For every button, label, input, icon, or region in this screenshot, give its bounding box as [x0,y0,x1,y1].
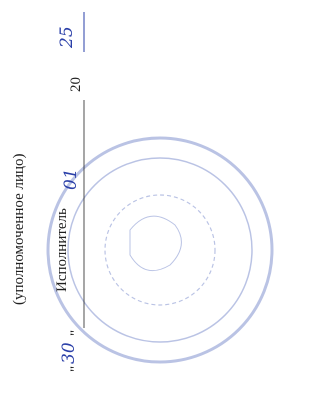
date-day: 30 [59,342,79,364]
paper [0,0,316,406]
document-page: (уполномоченное лицо) Исполнитель " 30 "… [0,0,316,406]
date-open-quote: " [68,366,84,372]
date-year: 25 [57,26,77,49]
role: Исполнитель [54,208,70,292]
date-century: 20 [68,77,84,92]
date-close-quote: " [68,330,84,336]
role-note: (уполномоченное лицо) [11,153,27,305]
date-month: 01 [61,168,81,190]
